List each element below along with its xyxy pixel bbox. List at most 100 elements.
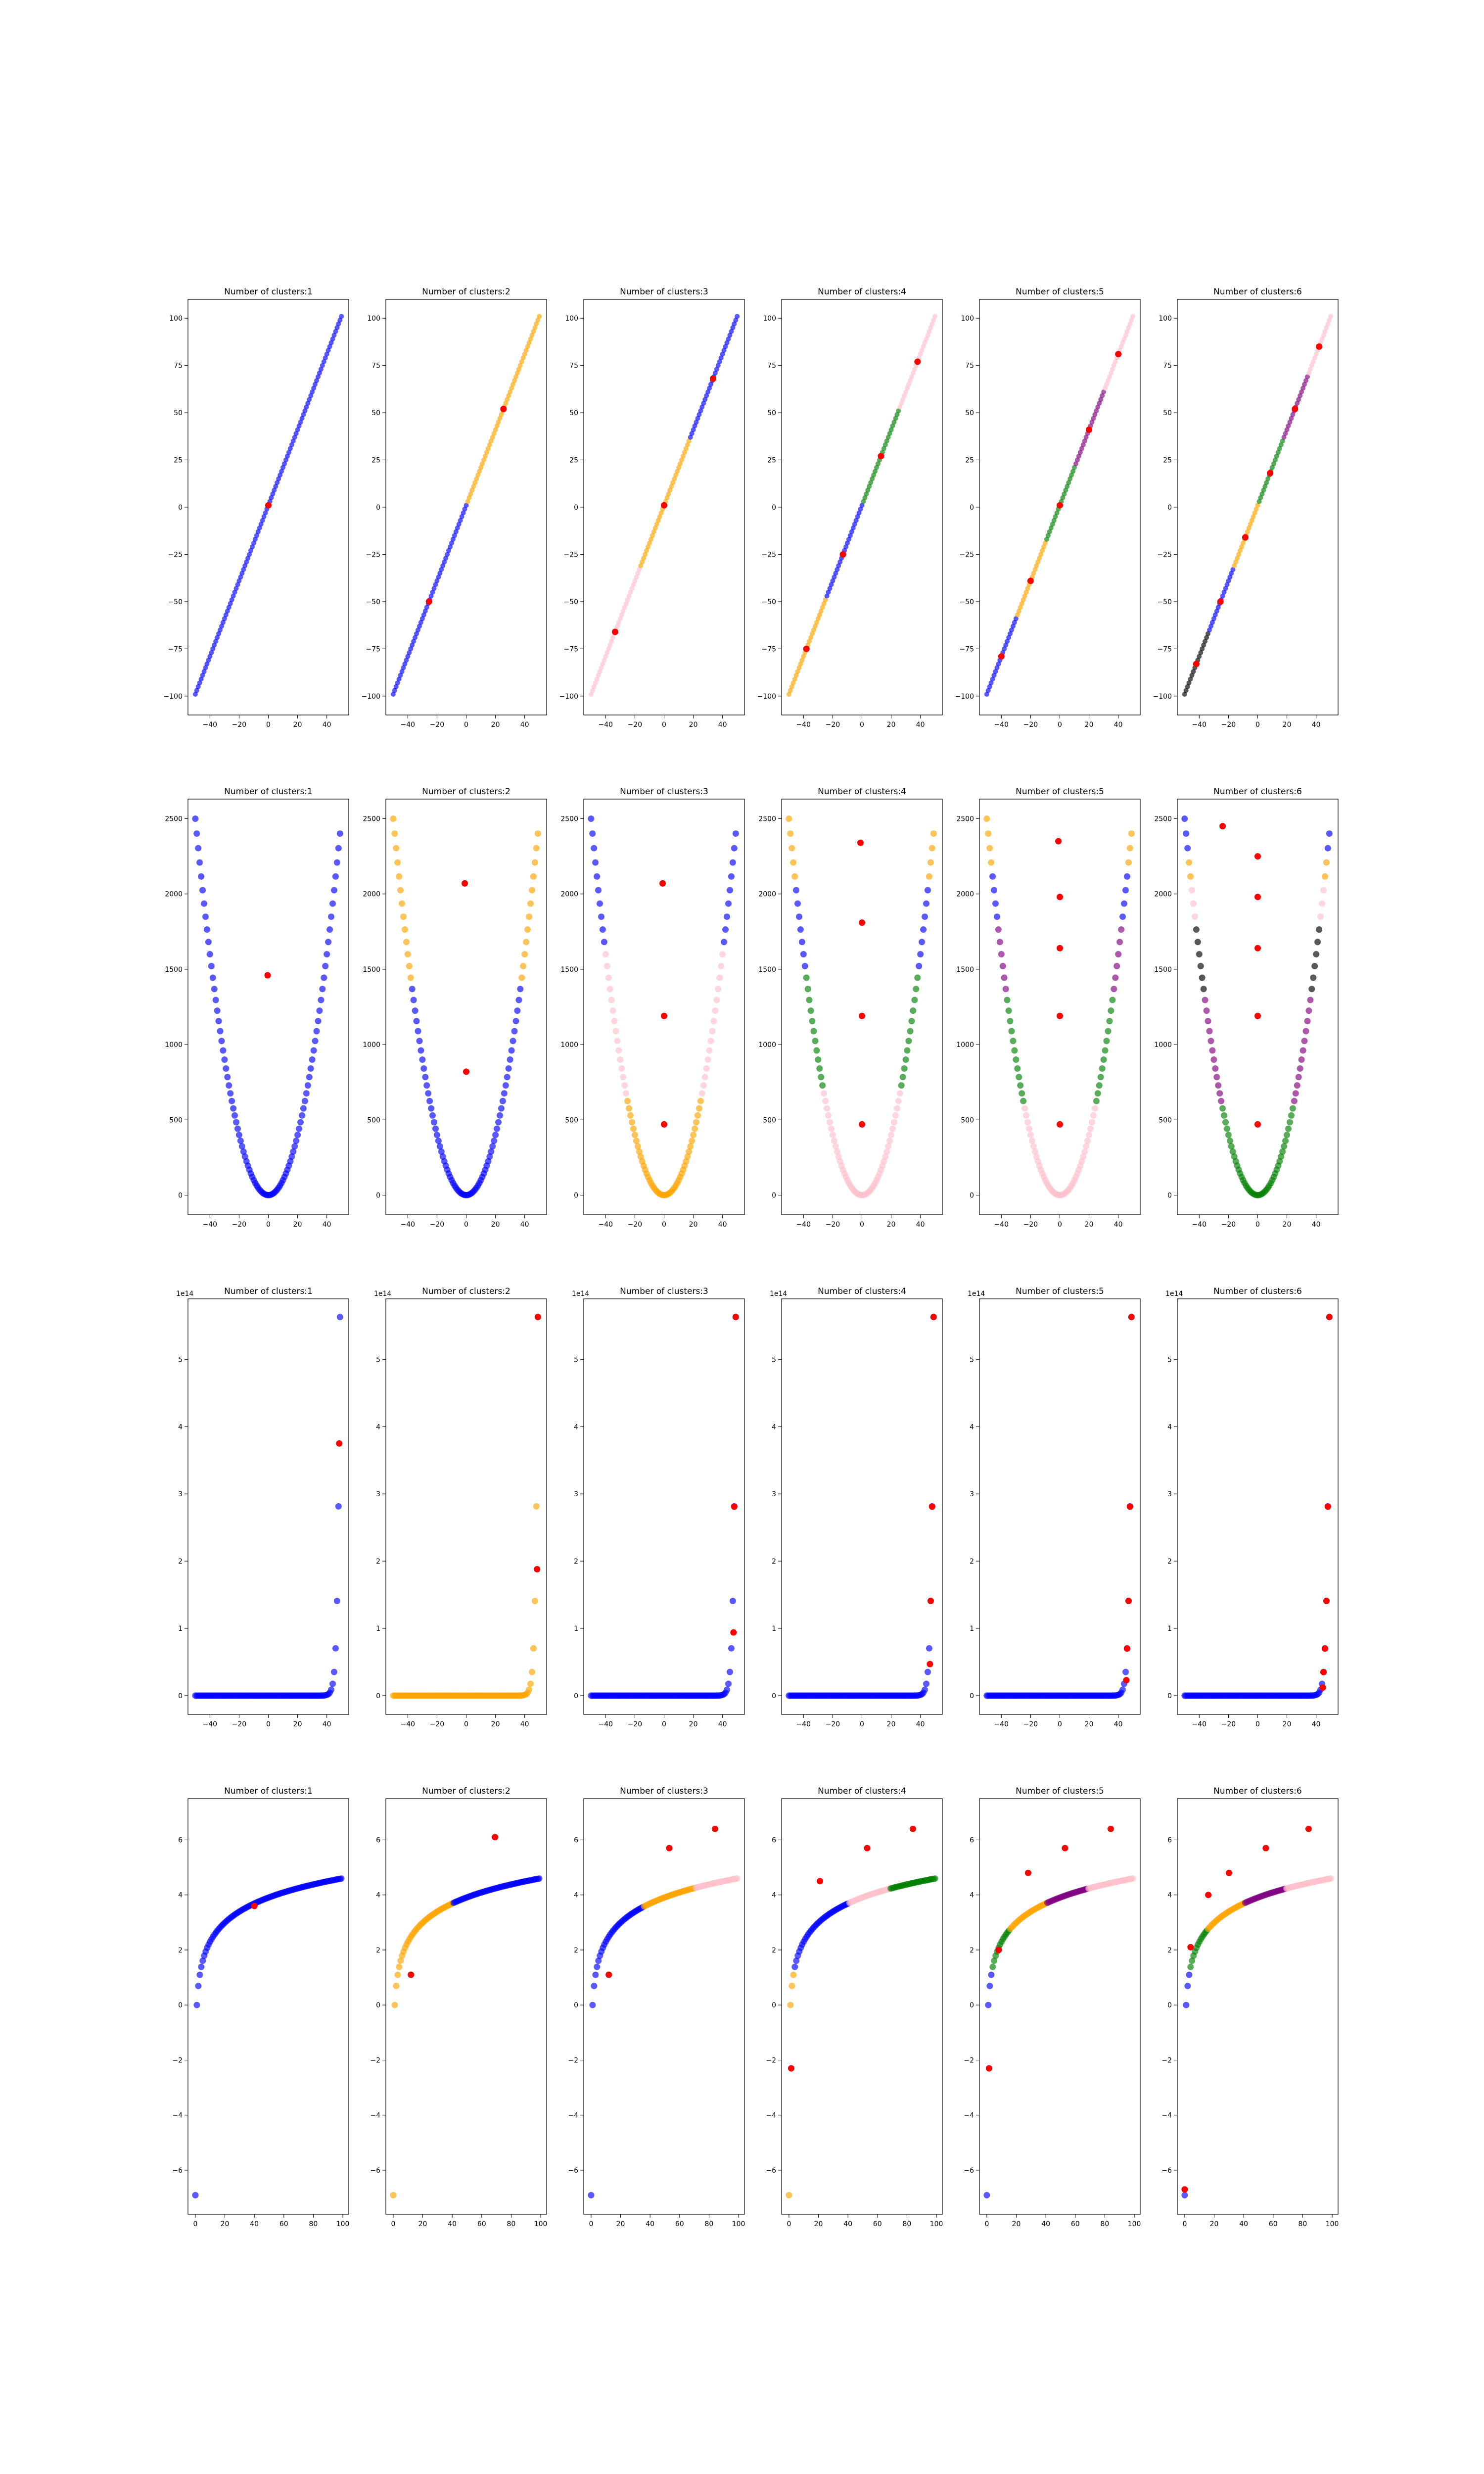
y-tick-label: 500 [1159, 1116, 1172, 1124]
data-point [1252, 510, 1257, 516]
axes-frame [187, 799, 349, 1215]
data-point [1221, 1112, 1227, 1119]
centroid-point [995, 1947, 1002, 1953]
data-point [896, 1090, 903, 1097]
data-point [799, 658, 805, 663]
data-point [904, 1047, 911, 1054]
data-point [602, 951, 609, 957]
centroid-point [1181, 2186, 1188, 2193]
data-point [829, 1132, 836, 1139]
data-point [448, 544, 453, 550]
data-point [855, 514, 860, 520]
data-point [906, 381, 911, 387]
data-point [1091, 416, 1096, 421]
y-tick-label: −75 [168, 645, 183, 653]
data-point [330, 336, 335, 342]
data-point [520, 963, 527, 969]
data-point [228, 601, 233, 606]
data-point [393, 1983, 400, 1990]
subplot-title: Number of clusters:5 [1016, 787, 1104, 797]
data-point [1184, 1983, 1191, 1990]
data-point [723, 344, 728, 349]
data-point [732, 830, 739, 837]
data-point [658, 510, 664, 516]
subplot-title: Number of clusters:6 [1213, 787, 1302, 797]
data-point [670, 480, 676, 485]
y-tick-label: 0 [772, 1191, 776, 1199]
data-point [472, 480, 478, 485]
data-point [304, 1082, 311, 1089]
data-point [229, 597, 234, 603]
data-point [320, 363, 325, 368]
data-point [1128, 830, 1135, 837]
subplot-r2-c6: Number of clusters:6 −40 −20 0 20 40 0 500 1000 1… [1154, 787, 1339, 1229]
data-point [911, 997, 918, 1003]
data-point [786, 692, 791, 697]
data-point [728, 1645, 735, 1652]
subplot-r1-c4: Number of clusters:4 −40 −20 0 20 40 −100 −75 −5… [757, 287, 943, 729]
data-point [495, 1119, 502, 1126]
data-point [931, 1875, 938, 1882]
data-point [824, 1105, 831, 1112]
data-point [669, 484, 674, 489]
data-point [928, 845, 935, 852]
data-point [1032, 567, 1038, 572]
y-tick-label: 2 [574, 1558, 578, 1566]
data-point [1192, 913, 1198, 920]
data-point [1124, 329, 1130, 334]
centroid-point [251, 1903, 258, 1909]
centroid-point [534, 1566, 541, 1572]
data-point [1189, 1957, 1196, 1964]
data-point [206, 658, 211, 663]
data-point [290, 438, 296, 444]
data-point [1311, 963, 1318, 969]
data-point [455, 525, 460, 530]
y-tick-label: 6 [178, 1836, 183, 1844]
y-tick-label: 50 [569, 409, 578, 417]
data-point [391, 830, 398, 837]
data-point [1292, 1090, 1299, 1097]
data-point [314, 378, 319, 383]
data-point [603, 654, 608, 659]
data-point [649, 533, 655, 538]
data-point [986, 1983, 993, 1990]
data-point [985, 830, 992, 837]
data-point [533, 1503, 540, 1510]
data-point [263, 510, 268, 516]
centroid-point [859, 1121, 865, 1128]
data-point [992, 900, 999, 907]
data-point [1094, 408, 1099, 414]
y-tick-label: 2500 [1154, 815, 1172, 823]
data-point [1304, 1018, 1311, 1025]
data-point [837, 559, 843, 565]
y-offset-text: 1e14 [1165, 1290, 1183, 1298]
data-point [1181, 815, 1188, 822]
data-point [843, 544, 848, 550]
subplot-title: Number of clusters:1 [224, 1286, 313, 1296]
data-point [667, 487, 673, 493]
x-tick-label: −40 [796, 1221, 811, 1229]
x-tick-label: 0 [391, 2220, 395, 2228]
data-point [1084, 1138, 1091, 1144]
subplot-r1-c2: Number of clusters:2 −40 −20 0 20 40 −100 −75 −5… [362, 287, 547, 729]
data-point [503, 401, 509, 406]
data-point [488, 1148, 495, 1155]
y-tick-label: 5 [772, 1356, 776, 1364]
data-point [197, 680, 202, 686]
data-point [1209, 619, 1215, 625]
data-point [1298, 393, 1303, 398]
data-point [221, 1056, 228, 1063]
subplot-r4-c2: Number of clusters:2 0 20 40 60 80 100 −6 −4 −2 0 2… [370, 1786, 547, 2228]
data-point [821, 601, 827, 606]
data-point [1096, 1082, 1103, 1089]
data-point [1106, 378, 1111, 383]
data-point [664, 495, 670, 500]
centroid-point [1254, 894, 1261, 901]
data-point [852, 522, 857, 527]
data-point [474, 476, 479, 481]
data-point [461, 510, 466, 516]
x-tick-label: 0 [860, 721, 864, 729]
data-point [220, 1047, 227, 1054]
data-point [832, 574, 837, 580]
data-point [692, 1125, 698, 1132]
